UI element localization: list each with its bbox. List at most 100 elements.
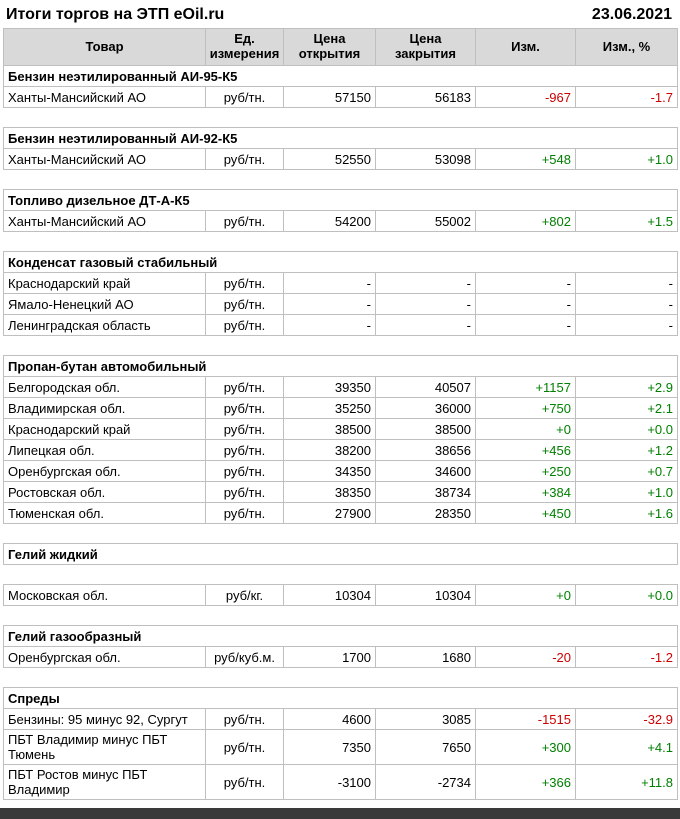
change-cell: +300 [475,729,576,765]
change-pct-cell: - [575,314,678,336]
column-header: Цена открытия [283,28,376,66]
close-price-cell: 3085 [375,708,476,730]
open-price-cell: 34350 [283,460,376,482]
change-pct-cell: +1.0 [575,481,678,503]
unit-cell: руб/тн. [205,418,284,440]
table-row: Ростовская обл. руб/тн. 38350 38734 +384 +1.0 [3,481,678,503]
table-row: Оренбургская обл. руб/тн. 34350 34600 +250 +0… [3,460,678,482]
open-price-cell: 27900 [283,502,376,524]
spacer-row [3,523,678,544]
change-pct-cell: +11.8 [575,764,678,800]
change-pct-cell: +2.1 [575,397,678,419]
unit-cell: руб/кг. [205,584,284,606]
spacer-cell [3,667,678,688]
unit-cell: руб/тн. [205,148,284,170]
product-cell: ПБТ Владимир минус ПБТ Тюмень [3,729,206,765]
unit-cell: руб/тн. [205,86,284,108]
close-price-cell: 1680 [375,646,476,668]
change-cell: -20 [475,646,576,668]
product-cell: Белгородская обл. [3,376,206,398]
spacer-cell [3,605,678,626]
table-row: Белгородская обл. руб/тн. 39350 40507 +1157 +… [3,376,678,398]
section-title: Бензин неэтилированный АИ-92-К5 [3,127,678,149]
table-row: Краснодарский край руб/тн. 38500 38500 +0 +0.… [3,418,678,440]
product-cell: Ханты-Мансийский АО [3,86,206,108]
table-row: Владимирская обл. руб/тн. 35250 36000 +750 +2… [3,397,678,419]
change-pct-cell: +1.6 [575,502,678,524]
unit-cell: руб/тн. [205,460,284,482]
close-price-cell: 7650 [375,729,476,765]
column-header: Товар [3,28,206,66]
close-price-cell: 10304 [375,584,476,606]
product-cell: Липецкая обл. [3,439,206,461]
close-price-cell: 34600 [375,460,476,482]
column-header: Ед. измерения [205,28,284,66]
close-price-cell: 36000 [375,397,476,419]
close-price-cell: 28350 [375,502,476,524]
unit-cell: руб/тн. [205,272,284,294]
change-pct-cell: -32.9 [575,708,678,730]
open-price-cell: - [283,272,376,294]
table-row: Ленинградская область руб/тн. - - - - [3,314,678,336]
open-price-cell: 39350 [283,376,376,398]
section-title: Гелий жидкий [3,543,678,565]
product-cell: Ростовская обл. [3,481,206,503]
change-cell: +250 [475,460,576,482]
open-price-cell: 4600 [283,708,376,730]
change-cell: +366 [475,764,576,800]
unit-cell: руб/тн. [205,729,284,765]
spacer-row [3,564,678,585]
product-cell: ПБТ Ростов минус ПБТ Владимир [3,764,206,800]
section-title: Спреды [3,687,678,709]
table-row: ПБТ Ростов минус ПБТ Владимир руб/тн. -310… [3,764,678,800]
spacer-cell [3,335,678,356]
change-pct-cell: +2.9 [575,376,678,398]
open-price-cell: 38200 [283,439,376,461]
open-price-cell: - [283,314,376,336]
close-price-cell: 38656 [375,439,476,461]
section-title-row: Бензин неэтилированный АИ-92-К5 [3,127,678,149]
change-pct-cell: -1.7 [575,86,678,108]
product-cell: Ханты-Мансийский АО [3,210,206,232]
spacer-cell [3,169,678,190]
change-pct-cell: +1.0 [575,148,678,170]
section-title: Конденсат газовый стабильный [3,251,678,273]
change-cell: -1515 [475,708,576,730]
section-title-row: Спреды [3,687,678,709]
change-cell: +1157 [475,376,576,398]
change-cell: - [475,314,576,336]
close-price-cell: 38734 [375,481,476,503]
section-title: Гелий газообразный [3,625,678,647]
table-header-row: Товар Ед. измерения Цена открытия Цена закр… [3,28,678,66]
product-cell: Ленинградская область [3,314,206,336]
section-title: Пропан-бутан автомобильный [3,355,678,377]
change-pct-cell: +1.2 [575,439,678,461]
close-price-cell: - [375,272,476,294]
spacer-cell [3,107,678,128]
change-cell: - [475,272,576,294]
unit-cell: руб/тн. [205,764,284,800]
table-row: Краснодарский край руб/тн. - - - - [3,272,678,294]
open-price-cell: 52550 [283,148,376,170]
open-price-cell: - [283,293,376,315]
section-title: Бензин неэтилированный АИ-95-К5 [3,65,678,87]
unit-cell: руб/тн. [205,708,284,730]
change-cell: - [475,293,576,315]
unit-cell: руб/тн. [205,502,284,524]
change-cell: +450 [475,502,576,524]
change-pct-cell: +1.5 [575,210,678,232]
close-price-cell: - [375,314,476,336]
table-row: Тюменская обл. руб/тн. 27900 28350 +450 +1.6 [3,502,678,524]
column-header: Изм., % [575,28,678,66]
section-title-row: Гелий газообразный [3,625,678,647]
open-price-cell: 1700 [283,646,376,668]
spacer-cell [3,523,678,544]
spacer-row [3,231,678,252]
footer-bar [0,808,680,819]
table-row: ПБТ Владимир минус ПБТ Тюмень руб/тн. 7350… [3,729,678,765]
table-row: Липецкая обл. руб/тн. 38200 38656 +456 +1.2 [3,439,678,461]
change-cell: +384 [475,481,576,503]
close-price-cell: 55002 [375,210,476,232]
spacer-row [3,107,678,128]
